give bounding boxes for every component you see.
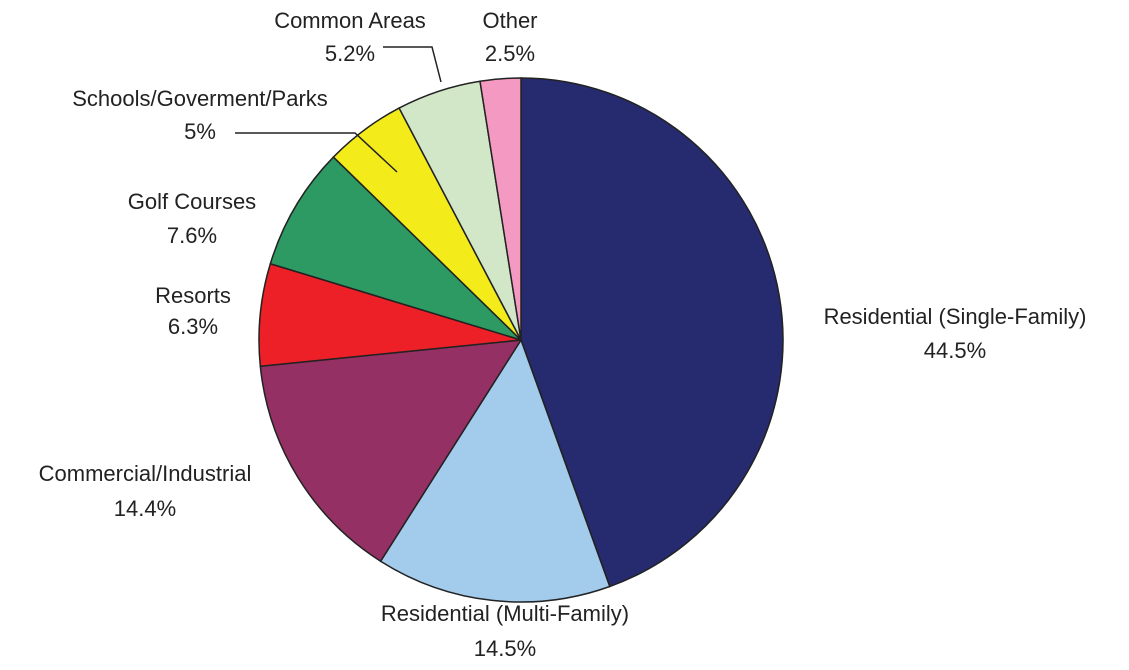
slice-label: Residential (Single-Family) (824, 304, 1087, 329)
value-label: 5.2% (325, 41, 375, 66)
slice (379, 338, 611, 603)
value-label: 14.4% (114, 496, 176, 521)
slice-label: Golf Courses (128, 189, 256, 214)
slice-label: Common Areas (274, 8, 426, 33)
slice-label: Other (482, 8, 537, 33)
labels: Residential (Single-Family) 44.5% Resident… (39, 8, 1087, 661)
value-label: 44.5% (924, 338, 986, 363)
slice-label: Schools/Goverment/Parks (72, 86, 328, 111)
value-label: 5% (184, 119, 216, 144)
leader-line (383, 46, 442, 83)
slice (479, 77, 522, 341)
pie (258, 77, 784, 603)
leader-line (235, 132, 398, 173)
slice (259, 339, 523, 563)
value-label: 2.5% (485, 41, 535, 66)
slice (520, 77, 784, 588)
slice-label: Resorts (155, 283, 231, 308)
value-label: 14.5% (474, 636, 536, 661)
value-label: 7.6% (167, 223, 217, 248)
slice-label: Residential (Multi-Family) (381, 601, 629, 626)
slice (269, 156, 522, 341)
value-label: 6.3% (168, 314, 218, 339)
slice-label: Commercial/Industrial (39, 461, 252, 486)
